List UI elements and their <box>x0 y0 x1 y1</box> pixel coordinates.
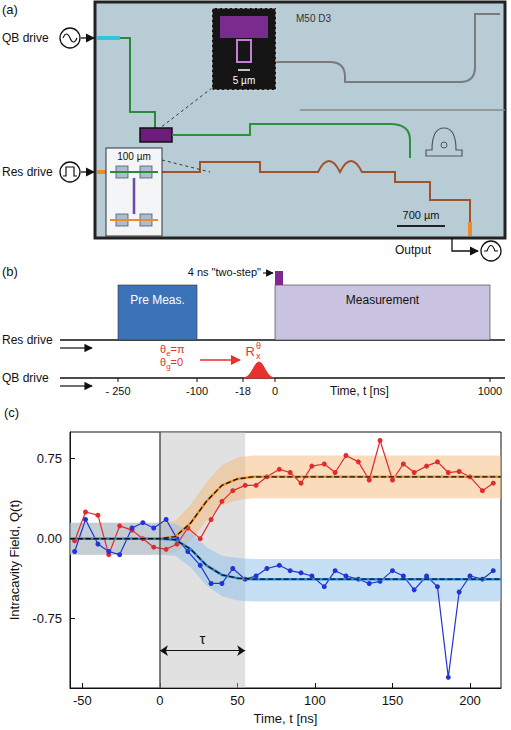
svg-text:x: x <box>256 351 261 361</box>
svg-text:700 µm: 700 µm <box>403 209 440 221</box>
svg-text:Res drive: Res drive <box>2 165 53 179</box>
svg-text:-100: -100 <box>186 385 208 397</box>
svg-text:(a): (a) <box>2 2 18 17</box>
svg-text:M50 D3: M50 D3 <box>296 13 331 24</box>
svg-text:5 µm: 5 µm <box>233 75 255 86</box>
svg-text:0: 0 <box>272 385 278 397</box>
svg-text:θg=0: θg=0 <box>160 356 183 371</box>
svg-text:τ: τ <box>200 630 206 647</box>
svg-text:200: 200 <box>459 693 481 708</box>
svg-text:Measurement: Measurement <box>346 293 420 307</box>
svg-text:100 µm: 100 µm <box>117 151 151 162</box>
svg-text:Output: Output <box>395 243 432 257</box>
svg-text:150: 150 <box>382 693 404 708</box>
svg-text:1000: 1000 <box>478 385 502 397</box>
svg-text:(c): (c) <box>4 405 19 420</box>
svg-text:100: 100 <box>304 693 326 708</box>
svg-text:θe=π: θe=π <box>160 343 185 358</box>
svg-text:QB drive: QB drive <box>2 31 49 45</box>
svg-text:0.75: 0.75 <box>37 451 62 466</box>
svg-text:0: 0 <box>156 693 163 708</box>
svg-text:Res drive: Res drive <box>2 333 53 347</box>
svg-text:θ: θ <box>256 341 261 351</box>
svg-text:QB drive: QB drive <box>2 371 49 385</box>
svg-text:4 ns "two-step": 4 ns "two-step" <box>188 266 261 278</box>
svg-text:R: R <box>246 344 255 359</box>
svg-text:-0.75: -0.75 <box>32 611 62 626</box>
svg-text:Time, t [ns]: Time, t [ns] <box>330 384 389 398</box>
svg-text:-18: -18 <box>235 385 251 397</box>
svg-text:-50: -50 <box>73 693 92 708</box>
svg-text:Intracavity Field, Q(t): Intracavity Field, Q(t) <box>7 500 22 621</box>
svg-text:(b): (b) <box>2 264 18 279</box>
svg-text:0.00: 0.00 <box>37 531 62 546</box>
svg-text:50: 50 <box>230 693 244 708</box>
svg-text:Pre Meas.: Pre Meas. <box>130 293 185 307</box>
svg-text:Time, t [ns]: Time, t [ns] <box>254 711 318 726</box>
svg-text:- 250: - 250 <box>105 385 130 397</box>
